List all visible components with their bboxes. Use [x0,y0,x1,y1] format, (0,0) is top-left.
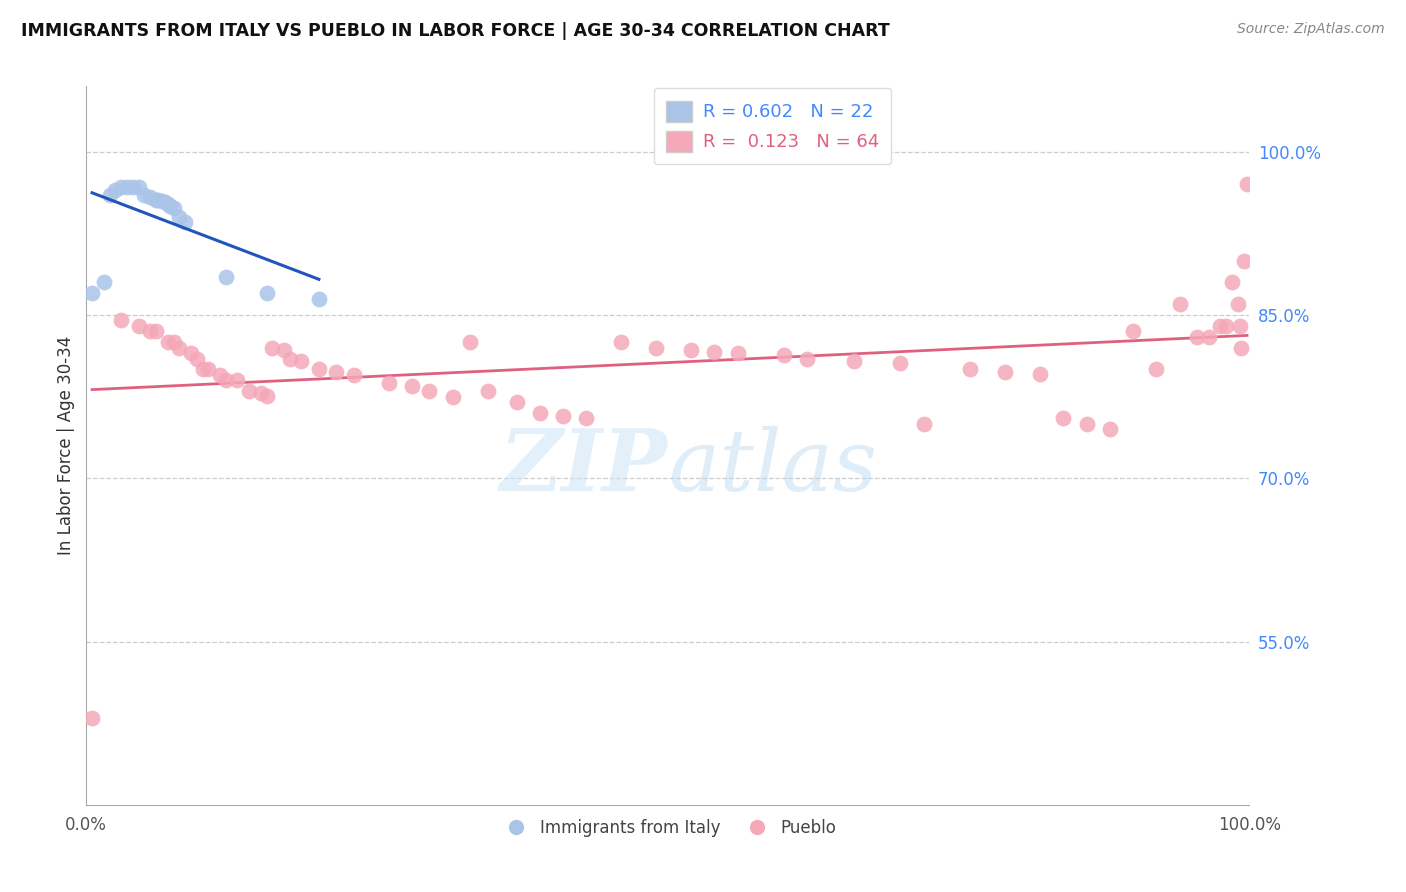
Point [1076,417,1098,431]
Point [145,193,167,207]
Legend: Immigrants from Italy, Pueblo: Immigrants from Italy, Pueblo [494,812,842,844]
Point [215,269,238,284]
Point [994,365,1017,379]
Point [191,362,214,376]
Point [308,362,330,376]
Point [477,384,499,399]
Point [610,335,633,350]
Point [959,362,981,376]
Point [159,199,181,213]
Point [889,356,911,370]
Point [1230,341,1253,355]
Point [82,711,104,725]
Point [290,353,312,368]
Text: IMMIGRANTS FROM ITALY VS PUEBLO IN LABOR FORCE | AGE 30-34 CORRELATION CHART: IMMIGRANTS FROM ITALY VS PUEBLO IN LABOR… [21,22,890,40]
Point [1168,297,1191,311]
Point [273,343,295,357]
Point [1185,330,1208,344]
Point [325,365,347,379]
Point [1198,330,1220,344]
Point [110,313,132,327]
Point [1232,253,1254,268]
Point [156,197,179,211]
Point [215,373,238,387]
Point [681,343,703,357]
Point [162,335,184,350]
Point [1229,318,1251,333]
Point [98,188,121,202]
Point [128,318,150,333]
Point [104,183,127,197]
Point [842,353,865,368]
Point [148,193,170,207]
Point [773,348,796,362]
Point [139,190,162,204]
Point [110,179,132,194]
Point [1209,318,1232,333]
Point [134,188,156,202]
Point [1144,362,1167,376]
Point [377,376,399,390]
Point [703,345,725,359]
Point [1236,178,1258,192]
Point [139,324,162,338]
Text: atlas: atlas [668,425,877,508]
Point [505,395,527,409]
Point [1098,422,1121,436]
Point [553,409,575,424]
Point [401,379,423,393]
Point [145,324,167,338]
Point [262,341,284,355]
Point [209,368,232,382]
Point [174,215,197,229]
Point [441,390,464,404]
Point [1215,318,1237,333]
Point [156,335,179,350]
Point [645,341,668,355]
Point [308,292,330,306]
Point [256,388,278,402]
Point [912,417,935,431]
Point [727,346,749,360]
Point [418,384,440,399]
Point [93,276,115,290]
Text: ZIP: ZIP [501,425,668,509]
Point [169,341,191,355]
Point [128,179,150,194]
Point [115,179,138,194]
Point [343,368,366,382]
Text: Source: ZipAtlas.com: Source: ZipAtlas.com [1237,22,1385,37]
Point [150,194,173,208]
Point [1226,297,1249,311]
Point [529,406,551,420]
Point [1052,411,1074,425]
Point [458,335,481,350]
Point [180,346,202,360]
Point [169,210,191,224]
Point [155,194,177,209]
Point [226,373,249,387]
Point [121,179,143,194]
Point [162,202,184,216]
Point [256,286,278,301]
Y-axis label: In Labor Force | Age 30-34: In Labor Force | Age 30-34 [58,336,75,556]
Point [197,362,219,376]
Point [249,386,271,401]
Point [1220,276,1243,290]
Point [1029,367,1052,381]
Point [575,411,598,425]
Point [796,351,818,366]
Point [278,351,301,366]
Point [238,384,260,399]
Point [186,351,208,366]
Point [1122,324,1144,338]
Point [82,286,104,301]
